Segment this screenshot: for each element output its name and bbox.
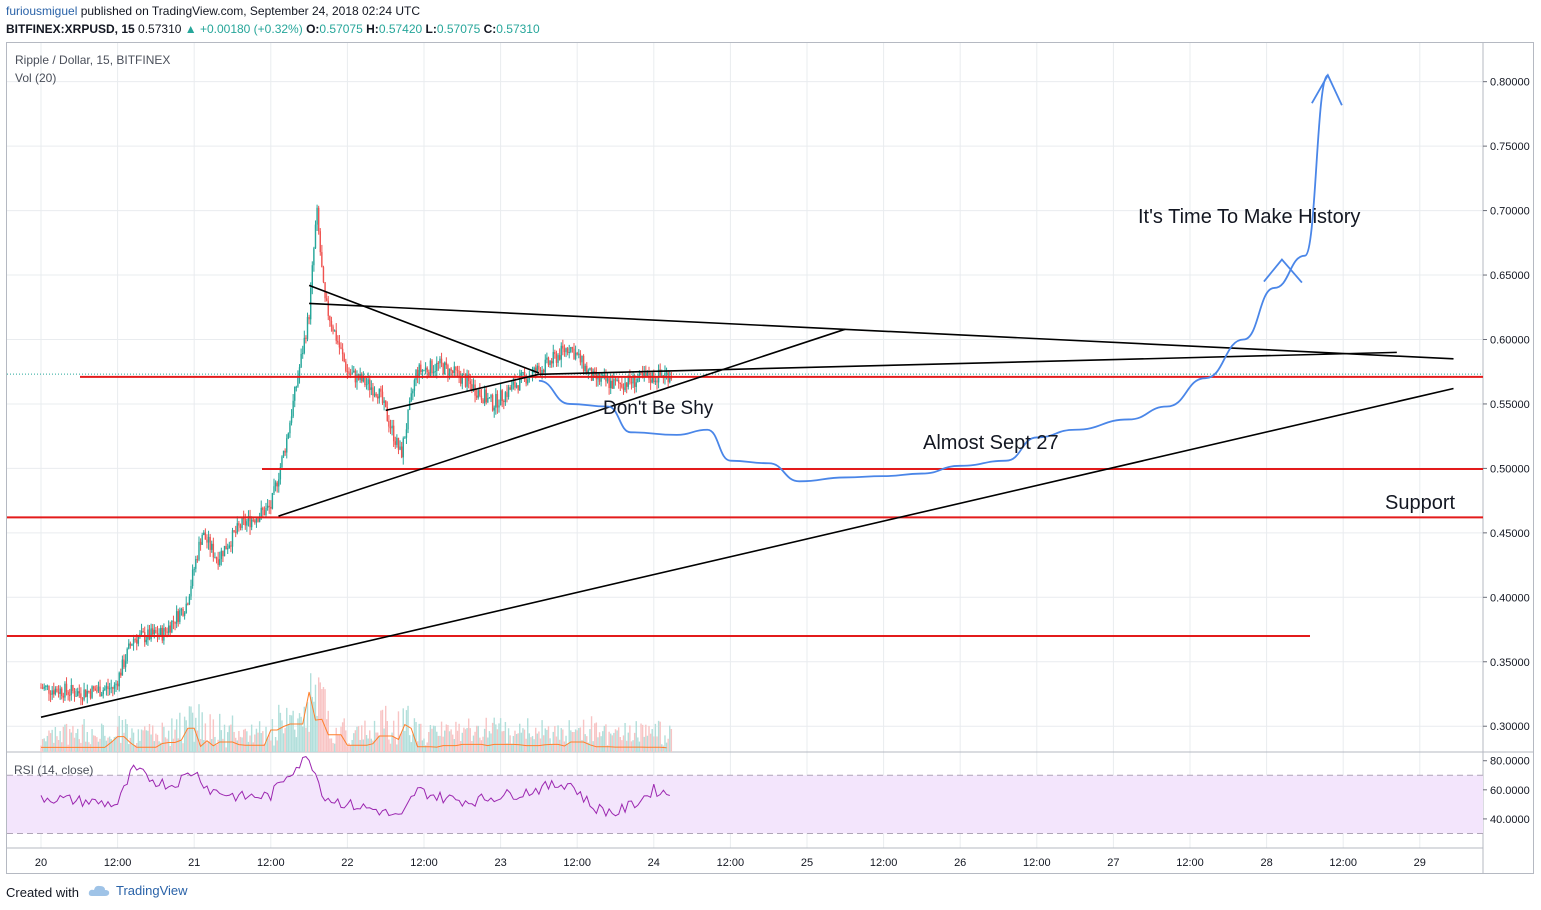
tradingview-brand-label: TradingView xyxy=(116,883,188,898)
last-price: 0.57310 xyxy=(134,22,185,36)
chart-header: furiousmiguel published on TradingView.c… xyxy=(0,0,1541,42)
open-value: 0.57075 xyxy=(319,22,363,36)
tradingview-cloud-icon xyxy=(88,885,110,896)
footer: Created with TradingView xyxy=(0,876,1541,910)
low-label: L: xyxy=(425,22,437,36)
close-value: 0.57310 xyxy=(496,22,540,36)
change-value: ▲ +0.00180 (+0.32%) xyxy=(184,22,303,36)
high-label: H: xyxy=(366,22,379,36)
close-label: C: xyxy=(483,22,497,36)
publish-info: furiousmiguel published on TradingView.c… xyxy=(6,4,420,18)
symbol-label: BITFINEX:XRPUSD, 15 xyxy=(6,22,135,36)
author-link[interactable]: furiousmiguel xyxy=(6,4,78,18)
ohlc-line: BITFINEX:XRPUSD, 15 0.57310 ▲ +0.00180 (… xyxy=(6,22,540,36)
high-value: 0.57420 xyxy=(378,22,423,36)
created-with-label: Created with xyxy=(6,885,79,900)
low-value: 0.57075 xyxy=(436,22,481,36)
open-label: O: xyxy=(306,22,320,36)
tradingview-link[interactable]: TradingView xyxy=(88,883,188,898)
publish-text: published on TradingView.com, September … xyxy=(77,4,421,18)
chart-frame xyxy=(6,42,1534,874)
